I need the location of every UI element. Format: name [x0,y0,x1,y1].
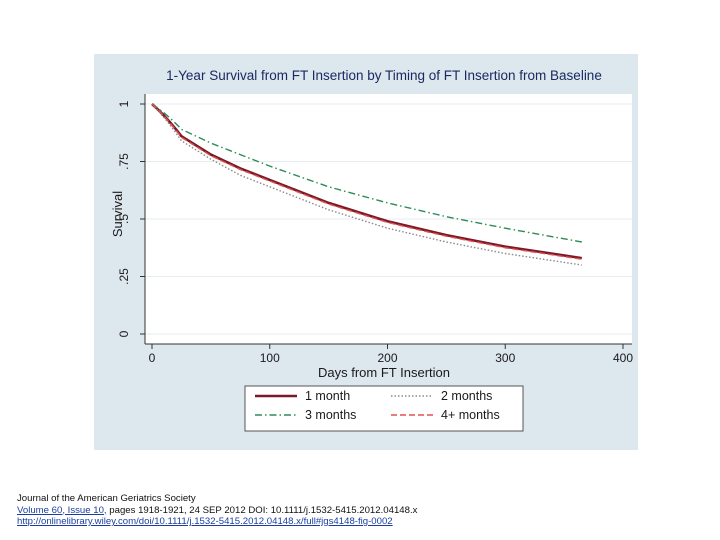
y-tick-label: .5 [117,214,131,224]
volume-link[interactable]: Volume 60, Issue 10, [17,504,107,516]
y-axis-label: Survival [110,191,125,237]
legend-label: 3 months [305,408,356,422]
journal-name: Journal of the American Geriatrics Socie… [17,493,196,504]
x-tick-label: 100 [260,351,280,365]
legend-label: 4+ months [441,408,500,422]
series-line-4-months [151,103,582,260]
x-axis-label: Days from FT Insertion [318,365,450,380]
citation-line: Volume 60, Issue 10, pages 1918-1921, 24… [17,505,707,517]
x-tick-label: 300 [495,351,515,365]
y-tick-label: 1 [117,100,131,107]
legend-box [244,385,524,432]
x-tick-label: 400 [613,351,633,365]
chart-title: 1-Year Survival from FT Insertion by Tim… [166,68,602,83]
series-line-1-month [151,103,582,260]
citation-text: pages 1918-1921, 24 SEP 2012 DOI: 10.111… [106,504,418,516]
x-tick-label: 0 [149,351,156,365]
legend-label: 1 month [305,389,350,403]
x-tick-label: 200 [377,351,397,365]
series-line-2-months [151,103,582,266]
y-tick-label: .75 [117,153,131,170]
series-line-3-months [151,103,582,243]
y-tick-label: 0 [117,330,131,337]
survival-chart: 1-Year Survival from FT Insertion by Tim… [110,68,633,432]
figure-caption: Journal of the American Geriatrics Socie… [17,493,707,528]
y-tick-label: .25 [117,268,131,285]
legend-label: 2 months [441,389,492,403]
article-url-link[interactable]: http://onlinelibrary.wiley.com/doi/10.11… [17,516,393,527]
chart-panel: 1-Year Survival from FT Insertion by Tim… [94,54,638,450]
